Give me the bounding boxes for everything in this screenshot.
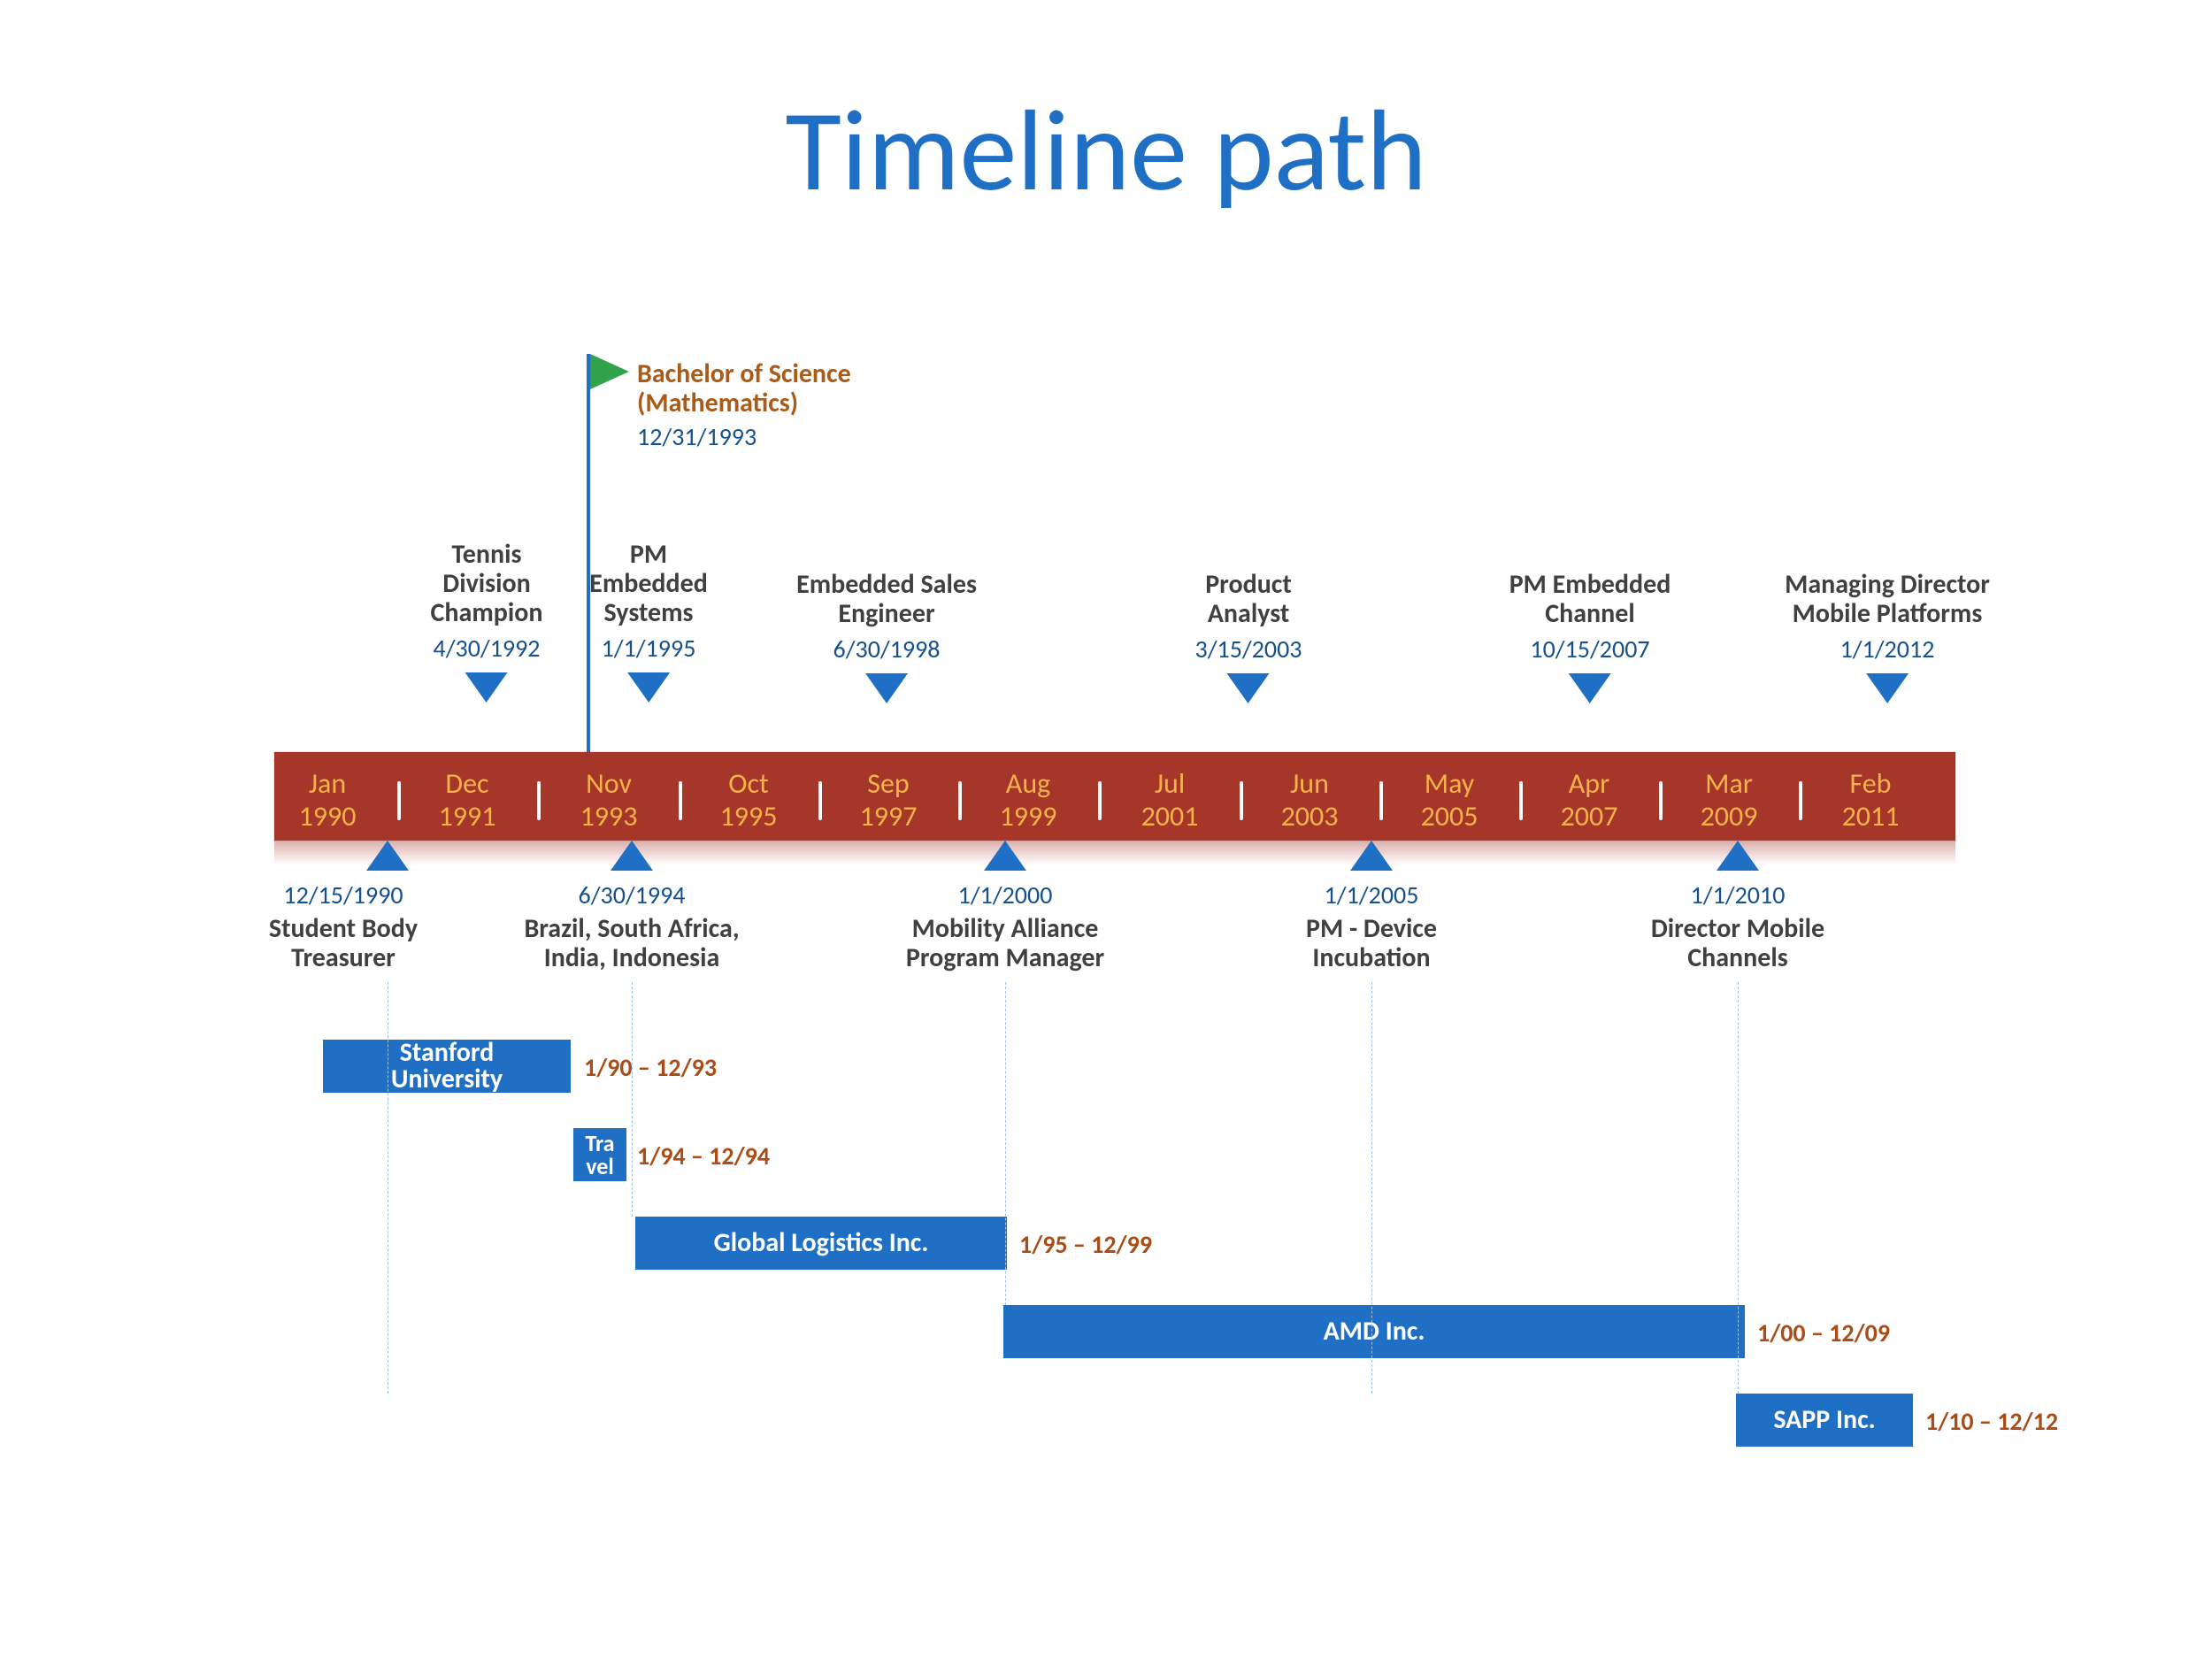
axis-tick-label: Nov1993 [580,768,638,833]
flag-icon [590,354,629,389]
flag-event-date: 12/31/1993 [637,421,851,452]
event-top: TennisDivisionChampion 4/30/1992 [431,540,543,703]
triangle-down-icon [865,673,908,703]
event-date: 1/1/1995 [589,633,708,664]
event-title: Mobility AllianceProgram Manager [906,914,1104,972]
timeline-axis-wrap: Jan1990 Dec1991 Nov1993 Oct1995 Sep1997 Aug19… [274,752,1955,849]
event-date: 6/30/1994 [524,879,739,910]
event-top: PMEmbeddedSystems 1/1/1995 [589,540,708,703]
event-title: Student BodyTreasurer [269,914,418,972]
connector-line [388,982,389,1394]
flag-event-title: Bachelor of Science(Mathematics) [637,359,851,418]
employer-bar-range: 1/94 – 12/94 [637,1141,770,1171]
connector-line [1738,982,1740,1394]
connector-line [1005,982,1007,1305]
event-bottom: 6/30/1994 Brazil, South Africa,India, Ind… [524,879,739,972]
event-top: Embedded SalesEngineer 6/30/1998 [796,570,977,703]
event-bottom: 1/1/2010 Director MobileChannels [1651,879,1824,972]
employer-bar-range: 1/95 – 12/99 [1019,1229,1152,1260]
event-title: Embedded SalesEngineer [796,570,977,628]
triangle-down-icon [1569,673,1611,703]
event-date: 6/30/1998 [796,634,977,664]
triangle-down-icon [1227,673,1270,703]
employer-bar-range: 1/00 – 12/09 [1757,1317,1890,1348]
axis-tick-label: Jul2001 [1141,768,1199,833]
axis-tick-label: Feb2011 [1842,768,1900,833]
employer-bar: Travel [573,1128,626,1181]
event-bottom: 1/1/2000 Mobility AllianceProgram Manager [906,879,1104,972]
axis-tick [1379,781,1383,820]
event-top: ProductAnalyst 3/15/2003 [1195,570,1302,703]
triangle-down-icon [1866,673,1909,703]
event-date: 12/15/1990 [269,879,418,910]
event-title: Director MobileChannels [1651,914,1824,972]
event-title: PM - DeviceIncubation [1306,914,1437,972]
axis-tick [1519,781,1523,820]
axis-tick [1659,781,1663,820]
axis-tick-label: Oct1995 [720,768,778,833]
axis-tick [537,781,541,820]
connector-line [1371,982,1373,1394]
event-title: ProductAnalyst [1195,570,1302,628]
employer-bar: SAPP Inc. [1736,1394,1913,1447]
page-title: Timeline path [0,80,2212,220]
axis-tick-label: Jun2003 [1281,768,1339,833]
axis-tick [397,781,401,820]
employer-bar: StanfordUniversity [323,1040,571,1093]
flag-event-label: Bachelor of Science(Mathematics) 12/31/1… [637,359,851,452]
event-date: 1/1/2005 [1306,879,1437,910]
event-date: 4/30/1992 [431,633,543,664]
triangle-up-icon [1350,841,1393,871]
axis-tick [818,781,822,820]
employer-bar: AMD Inc. [1003,1305,1745,1358]
triangle-up-icon [984,841,1026,871]
employer-bar-range: 1/10 – 12/12 [1925,1406,2058,1437]
timeline-axis-glow [274,841,1955,865]
triangle-up-icon [611,841,653,871]
event-date: 10/15/2007 [1509,634,1671,664]
axis-tick [958,781,962,820]
axis-tick [679,781,682,820]
axis-tick-label: Sep1997 [860,768,918,833]
employer-bar-range: 1/90 – 12/93 [584,1052,717,1083]
event-title: PMEmbeddedSystems [589,540,708,627]
event-title: TennisDivisionChampion [431,540,543,627]
event-title: Brazil, South Africa,India, Indonesia [524,914,739,972]
event-bottom-marker [984,841,1026,878]
axis-tick-label: Aug1999 [1000,768,1057,833]
event-bottom-marker [1350,841,1393,878]
event-date: 3/15/2003 [1195,634,1302,664]
event-title: PM EmbeddedChannel [1509,570,1671,628]
event-bottom: 12/15/1990 Student BodyTreasurer [269,879,418,972]
triangle-down-icon [627,672,670,703]
axis-tick-label: Dec1991 [439,768,496,833]
event-bottom: 1/1/2005 PM - DeviceIncubation [1306,879,1437,972]
event-top: PM EmbeddedChannel 10/15/2007 [1509,570,1671,703]
timeline-diagram: Timeline path Bachelor of Science(Mathem… [0,0,2212,1659]
axis-tick [1240,781,1243,820]
event-bottom-marker [611,841,653,878]
event-top: Managing DirectorMobile Platforms 1/1/201… [1785,570,1990,703]
event-bottom-marker [366,841,409,878]
axis-tick [1098,781,1102,820]
employer-bar: Global Logistics Inc. [635,1217,1007,1270]
axis-tick-label: Jan1990 [299,768,357,833]
event-date: 1/1/2000 [906,879,1104,910]
axis-tick-label: Mar2009 [1701,768,1758,833]
event-date: 1/1/2010 [1651,879,1824,910]
triangle-down-icon [465,672,508,703]
triangle-up-icon [366,841,409,871]
event-title: Managing DirectorMobile Platforms [1785,570,1990,628]
triangle-up-icon [1717,841,1759,871]
connector-line [632,982,634,1217]
axis-tick [1799,781,1802,820]
axis-tick-label: Apr2007 [1561,768,1618,833]
event-date: 1/1/2012 [1785,634,1990,664]
axis-tick-label: May2005 [1421,768,1479,833]
event-bottom-marker [1717,841,1759,878]
